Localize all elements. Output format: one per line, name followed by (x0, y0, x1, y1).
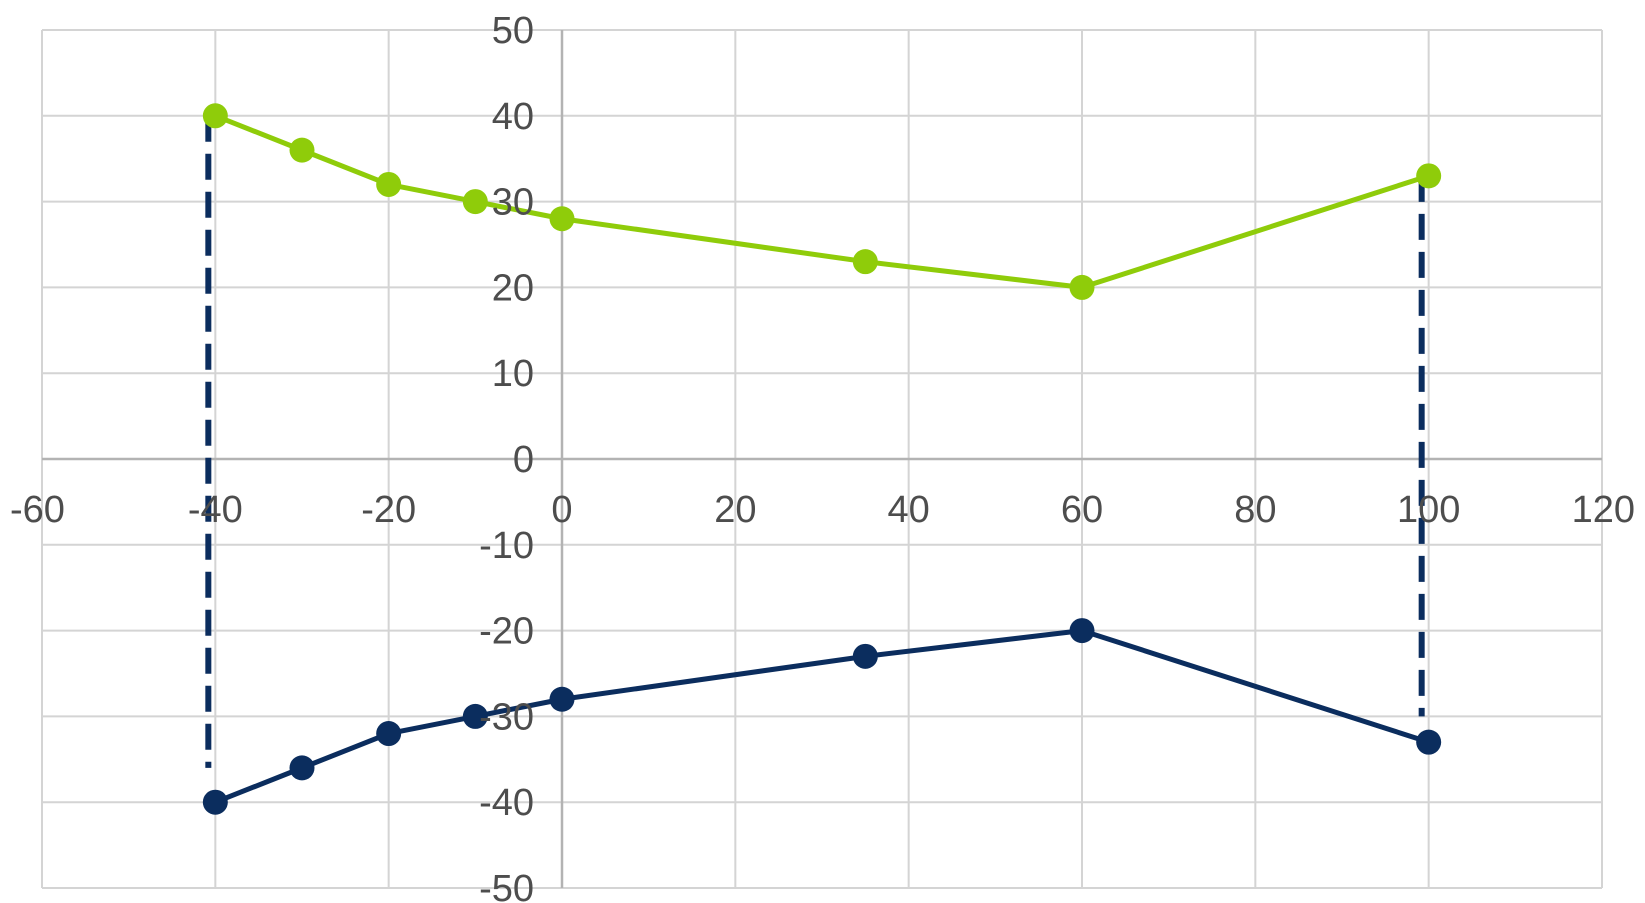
series-2-point (202, 789, 228, 815)
y-tick-label: 30 (492, 182, 534, 224)
x-tick-label: 0 (551, 489, 572, 531)
x-tick-label: -60 (10, 489, 65, 531)
y-tick-label: 10 (492, 353, 534, 395)
x-tick-label: 120 (1572, 489, 1635, 531)
x-tick-label: 80 (1234, 489, 1276, 531)
series-2-point (1416, 729, 1442, 755)
series-1-point (1069, 274, 1095, 300)
series-2-point (549, 686, 575, 712)
y-tick-label: -20 (479, 611, 534, 653)
drop-lines (205, 115, 1425, 768)
x-tick-label: 60 (1061, 489, 1103, 531)
series-2-point (1069, 618, 1095, 644)
y-tick-label: -30 (479, 696, 534, 738)
y-tick-label: 50 (492, 10, 534, 52)
y-tick-label: -50 (479, 868, 534, 903)
series-1-point (202, 103, 228, 129)
y-tick-label: -40 (479, 782, 534, 824)
x-tick-label: -40 (188, 489, 243, 531)
x-tick-label: 40 (888, 489, 930, 531)
x-tick-label: -20 (361, 489, 416, 531)
y-tick-label: 20 (492, 267, 534, 309)
axes (42, 30, 1602, 888)
y-tick-label: 40 (492, 96, 534, 138)
series-2-point (289, 755, 315, 781)
series-1-point (289, 137, 315, 163)
series-2-line (212, 628, 1432, 805)
x-tick-label: 20 (714, 489, 756, 531)
series-1-point (1416, 163, 1442, 189)
grid (41, 29, 1603, 889)
series-1-point (462, 189, 488, 215)
series-2-point (462, 703, 488, 729)
series-1-line (212, 113, 1432, 290)
tick-labels: -60 -40 -20 0 20 40 60 80 100 12050403020100-10-2… (10, 10, 1635, 903)
y-tick-label: -10 (479, 525, 534, 567)
y-tick-label: 0 (513, 439, 534, 481)
series-1-point (376, 171, 402, 197)
series-group (202, 103, 1442, 815)
series-2-point (376, 721, 402, 747)
series-2-point (852, 643, 878, 669)
x-tick-label: 100 (1397, 489, 1460, 531)
series-1-point (549, 206, 575, 232)
series-1-point (852, 249, 878, 275)
